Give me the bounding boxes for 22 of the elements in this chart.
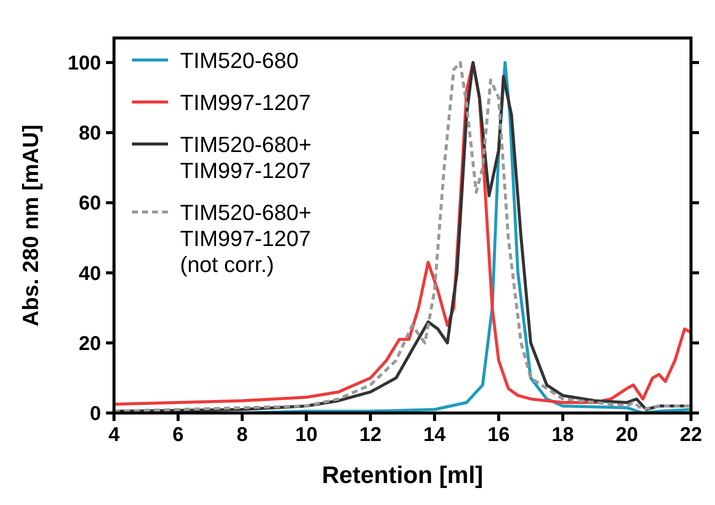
x-tick-label: 14 <box>423 424 447 446</box>
legend-label: TIM997-1207 <box>180 90 311 115</box>
y-tick-label: 80 <box>78 122 101 145</box>
x-tick-label: 4 <box>108 424 120 446</box>
x-tick-label: 10 <box>295 424 318 446</box>
y-tick-label: 40 <box>78 262 101 285</box>
x-axis-title: Retention [ml] <box>322 462 484 489</box>
x-tick-label: 20 <box>616 424 638 446</box>
legend-label: TIM520-680+ TIM997-1207 <box>180 132 312 183</box>
legend-label: TIM520-680 <box>180 48 299 73</box>
y-tick-label: 60 <box>78 192 101 215</box>
x-tick-label: 16 <box>488 424 510 446</box>
legend-label: TIM520-680+ TIM997-1207 (not corr.) <box>180 200 312 277</box>
y-tick-label: 20 <box>78 332 101 355</box>
y-axis-title: Abs. 280 nm [mAU] <box>18 124 43 326</box>
x-tick-label: 8 <box>236 424 248 446</box>
x-tick-label: 22 <box>680 424 702 446</box>
x-tick-label: 18 <box>552 424 574 446</box>
y-tick-label: 0 <box>90 403 101 425</box>
y-tick-label: 100 <box>68 52 101 75</box>
x-tick-label: 6 <box>172 424 184 446</box>
x-tick-label: 12 <box>359 424 382 446</box>
